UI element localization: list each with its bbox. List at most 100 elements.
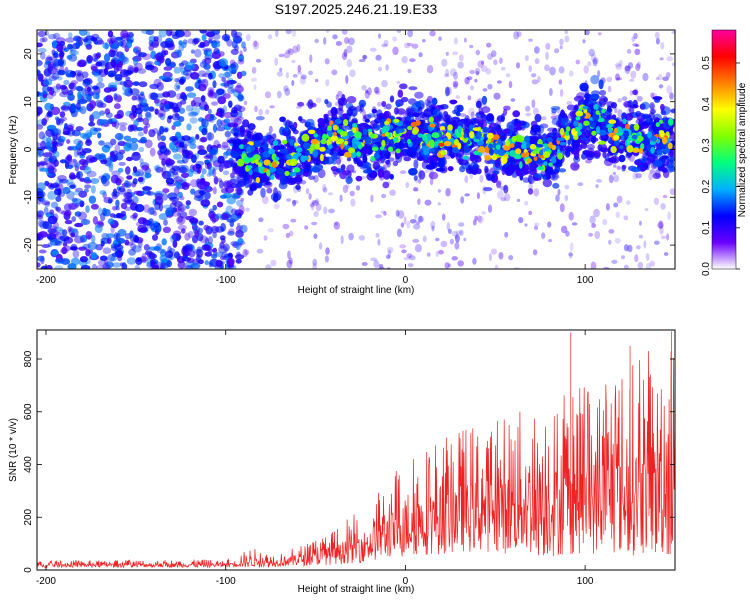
colorbar-tick-label: 0.0 (701, 262, 712, 276)
heatmap-cell (178, 62, 185, 67)
heatmap-cell (343, 49, 348, 57)
heatmap-cell (81, 71, 89, 79)
heatmap-cell (650, 92, 655, 99)
heatmap-cell (163, 219, 168, 226)
heatmap-cell (649, 260, 656, 267)
heatmap-cell (499, 57, 503, 64)
heatmap-cell (641, 113, 651, 120)
heatmap-cell (297, 64, 302, 73)
heatmap-cell (381, 101, 387, 107)
heatmap-cell (238, 168, 245, 178)
heatmap-cell (610, 146, 617, 154)
heatmap-cell (185, 73, 191, 80)
heatmap-cell (375, 54, 382, 61)
heatmap-cell (45, 264, 53, 269)
heatmap-cell (649, 140, 656, 145)
heatmap-cell (140, 97, 147, 106)
heatmap-cell (246, 130, 252, 139)
heatmap-cell (156, 82, 164, 91)
heatmap-cell (311, 221, 318, 226)
heatmap-cell (169, 167, 176, 174)
heatmap-cell (237, 105, 246, 113)
heatmap-cell (37, 142, 41, 147)
heatmap-cell (491, 248, 497, 255)
heatmap-cell (358, 235, 366, 241)
heatmap-cell (467, 107, 475, 116)
heatmap-cell (88, 121, 95, 127)
heatmap-cell (267, 228, 275, 233)
heatmap-cell (612, 171, 616, 176)
heatmap-cell (371, 108, 378, 114)
heatmap-cell (45, 141, 52, 148)
heatmap-cell (141, 189, 149, 195)
heatmap-cell (308, 129, 316, 135)
heatmap-cell (616, 195, 623, 204)
heatmap-cell (305, 150, 310, 156)
heatmap-cell (658, 142, 667, 150)
heatmap-cell (270, 259, 277, 267)
heatmap-cell (592, 58, 598, 67)
heatmap-cell (78, 190, 88, 198)
heatmap-cell (112, 262, 122, 268)
heatmap-cell (346, 182, 350, 189)
heatmap-cell (455, 95, 460, 99)
snr-frame (36, 329, 676, 571)
heatmap-cell (362, 54, 367, 60)
heatmap-cell (52, 52, 60, 59)
heatmap-cell (332, 124, 338, 131)
heatmap-cell (489, 148, 494, 156)
heatmap-cell (229, 79, 237, 85)
heatmap-cell (292, 74, 298, 78)
heatmap-cell (451, 230, 459, 237)
heatmap-cell (263, 159, 271, 166)
heatmap-cell (447, 166, 454, 172)
heatmap-cell (177, 203, 187, 212)
heatmap-cell (270, 174, 275, 180)
snr-y-tick-label: 600 (23, 403, 34, 420)
heatmap-cell (410, 134, 416, 139)
heatmap-cell (297, 101, 305, 107)
heatmap-cell (531, 79, 539, 85)
heatmap-cell (161, 171, 166, 177)
heatmap-cell (375, 214, 382, 219)
heatmap-cell (403, 256, 411, 261)
heatmap-cell (135, 257, 143, 265)
heatmap-cell (110, 243, 119, 249)
heatmap-cell (276, 90, 282, 99)
heatmap-cell (568, 211, 574, 221)
heatmap-cell (571, 222, 578, 226)
heatmap-cell (173, 251, 180, 259)
heatmap-cell (218, 58, 229, 68)
heatmap-cell (625, 153, 632, 159)
heatmap-cell (631, 147, 640, 153)
heatmap-cell (408, 255, 416, 261)
heatmap-cell (629, 106, 635, 115)
heatmap-cell (286, 198, 292, 202)
heatmap-cell (288, 48, 294, 56)
heatmap-cell (265, 176, 270, 185)
heatmap-cell (222, 160, 230, 169)
heatmap-cell (137, 68, 147, 74)
heatmap-cell (215, 213, 222, 219)
heatmap-cell (143, 244, 150, 251)
heatmap-cell (78, 30, 88, 36)
heatmap-cell (201, 168, 207, 175)
heatmap-cell (55, 258, 65, 265)
heatmap-cell (590, 74, 600, 85)
heatmap-cell (67, 226, 72, 233)
heatmap-cell (569, 251, 573, 260)
heatmap-cell (328, 144, 333, 150)
heatmap-cell (293, 176, 303, 183)
heatmap-cell (312, 263, 317, 269)
heatmap-cell (378, 266, 385, 269)
heatmap-cell (613, 127, 618, 134)
heatmap-cell (104, 62, 110, 71)
heatmap-cell (85, 205, 90, 214)
heatmap-cell (145, 30, 154, 36)
heatmap-cell (415, 101, 421, 108)
heatmap-cell (197, 79, 202, 84)
heatmap-cell (468, 124, 474, 132)
heatmap-cell (547, 221, 552, 228)
heatmap-cell (340, 141, 344, 150)
heatmap-cell (400, 96, 409, 103)
